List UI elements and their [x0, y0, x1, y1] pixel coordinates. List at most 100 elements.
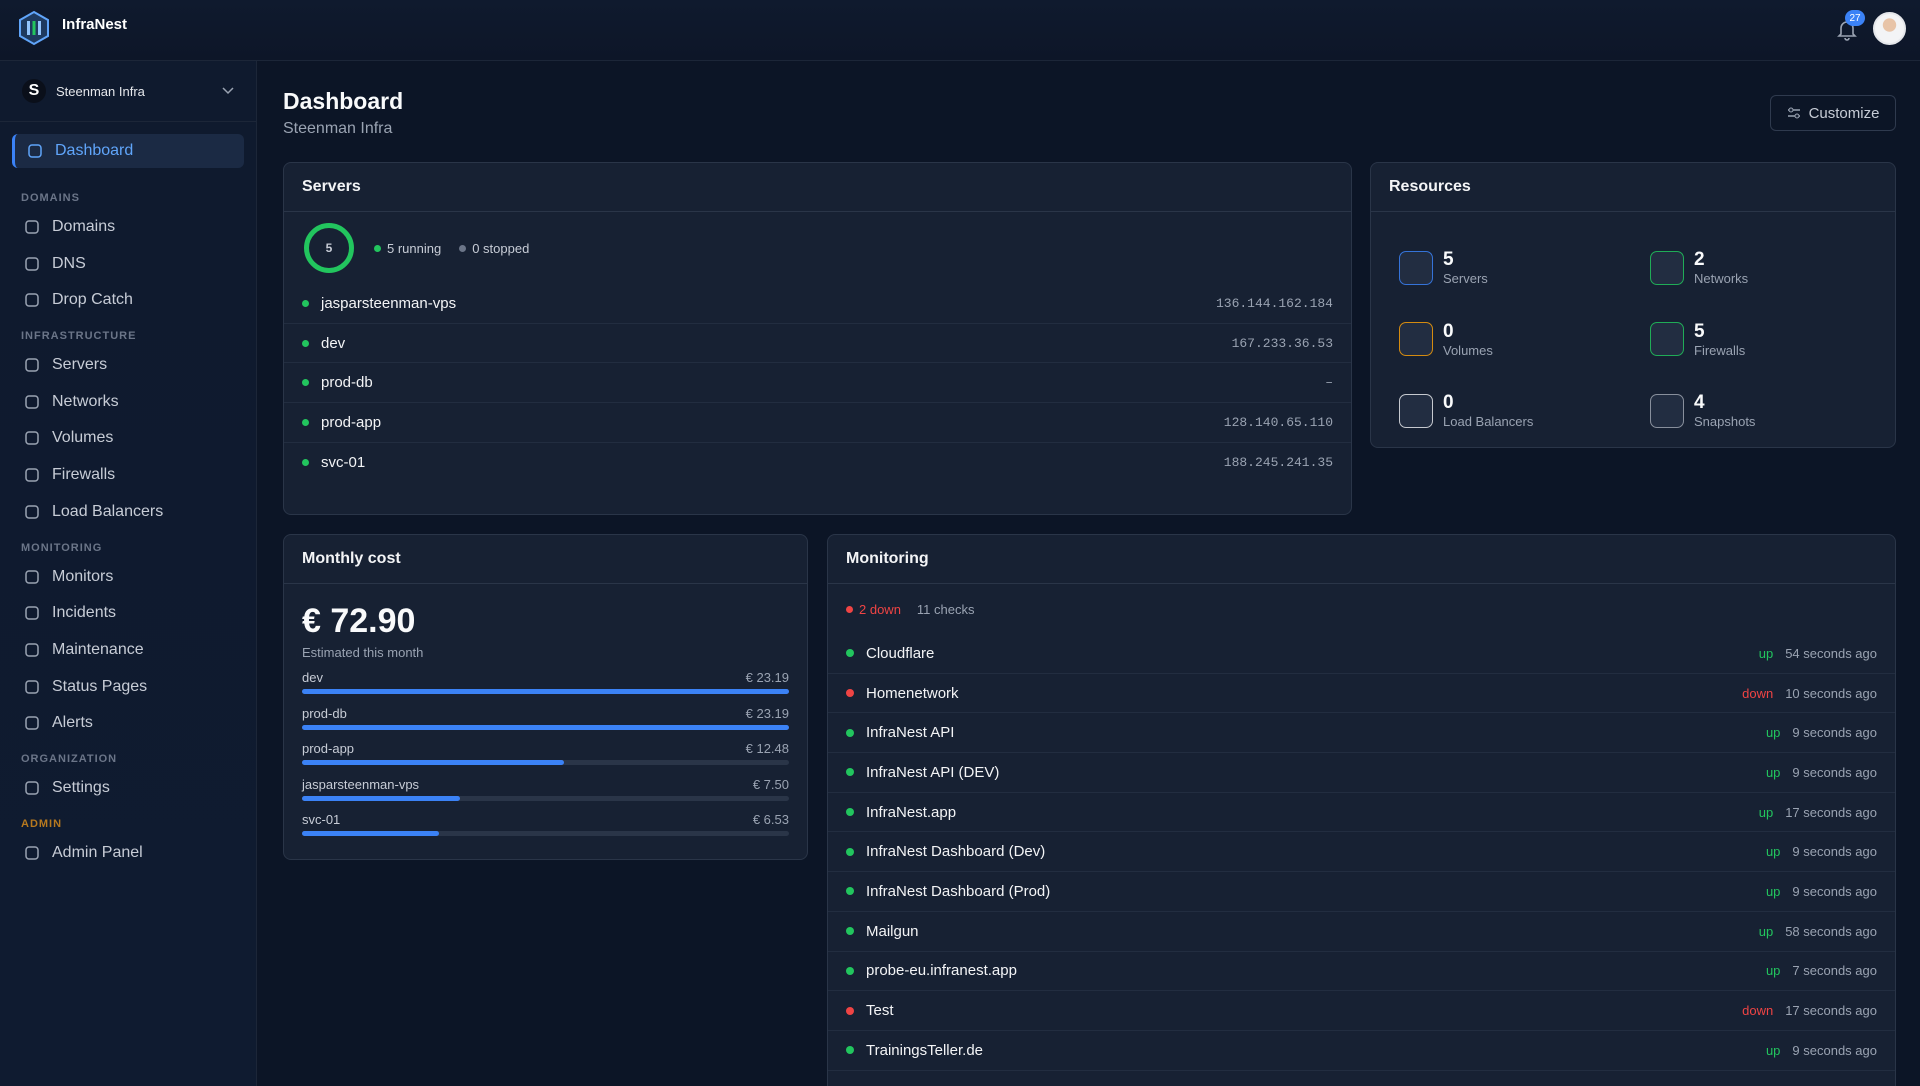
nav-item[interactable]: Monitors — [12, 560, 244, 594]
monitor-row[interactable]: InfraNest API up 9 seconds ago — [828, 713, 1895, 754]
icon-shape — [25, 293, 39, 308]
sliders-icon — [1787, 107, 1800, 119]
nav-section-title: MONITORING — [21, 541, 103, 554]
monitor-name: InfraNest API (DEV) — [866, 763, 1000, 781]
server-row[interactable]: dev 167.233.36.53 — [284, 324, 1351, 364]
cost-row: prod-db € 23.19 — [302, 706, 789, 742]
server-row[interactable]: svc-01 188.245.241.35 — [284, 443, 1351, 483]
monitor-row[interactable]: Homenetwork down 10 seconds ago — [828, 674, 1895, 714]
cost-bar — [302, 689, 789, 694]
status-dot — [302, 418, 309, 426]
status-dot — [846, 1046, 854, 1055]
nav-item[interactable]: Admin Panel — [12, 836, 244, 870]
monitor-row[interactable]: InfraNest.app up 17 seconds ago — [828, 793, 1895, 833]
icon-shape — [25, 845, 39, 860]
server-summary: 5 5 running 0 stopped — [284, 212, 1351, 284]
cost-row-head: svc-01 € 6.53 — [302, 812, 789, 827]
nav-item[interactable]: Domains — [12, 210, 244, 244]
stopped-dot — [459, 244, 467, 252]
monitor-row[interactable]: Cloudflare up 54 seconds ago — [828, 634, 1895, 674]
cost-track — [302, 795, 789, 801]
resource-item[interactable]: 4 Snapshots — [1650, 375, 1895, 447]
monitor-status: up — [1765, 963, 1781, 979]
monitor-row[interactable]: InfraNest Dashboard (Prod) up 9 seconds ag… — [828, 872, 1895, 912]
monitor-row[interactable]: TrainingsTeller.de up 9 seconds ago — [828, 1031, 1895, 1071]
card-title: Monthly cost — [284, 535, 807, 584]
customize-button[interactable]: Customize — [1770, 95, 1896, 131]
monitor-name: InfraNest Dashboard (Dev) — [866, 843, 1046, 861]
resource-icon — [1650, 250, 1684, 285]
card-title: Monitoring — [828, 535, 1895, 584]
monitor-row[interactable]: InfraNest Dashboard (Dev) up 9 seconds ago — [828, 832, 1895, 873]
cost-row-head: prod-db € 23.19 — [302, 706, 789, 721]
monitor-row[interactable]: probe-eu.infranest.app up 7 seconds ago — [828, 952, 1895, 992]
status-dot — [302, 379, 309, 387]
nav-icon — [25, 220, 39, 234]
down-dot — [846, 605, 853, 613]
cost-track — [302, 831, 789, 836]
nav-item[interactable]: Servers — [12, 348, 244, 382]
server-ring: 5 — [304, 223, 354, 273]
icon-shape — [25, 679, 39, 694]
nav-item[interactable]: Settings — [12, 771, 244, 805]
card-title: Resources — [1371, 163, 1895, 212]
cost-card: Monthly cost € 72.90 Estimated this mont… — [283, 534, 808, 860]
resource-text: 5 Firewalls — [1694, 321, 1745, 358]
server-row[interactable]: prod-db – — [284, 363, 1351, 404]
nav-icon — [25, 679, 39, 694]
resource-item[interactable]: 0 Load Balancers — [1399, 375, 1650, 447]
server-row[interactable]: prod-app 128.140.65.110 — [284, 403, 1351, 443]
stopped-count: 0 stopped — [472, 240, 530, 256]
server-name: prod-app — [321, 413, 382, 431]
resource-item[interactable]: 5 Servers — [1399, 232, 1650, 304]
monitor-row[interactable]: InfraNest API (DEV) up 9 seconds ago — [828, 753, 1895, 793]
icon-shape — [25, 569, 39, 584]
nav-section-title: ADMIN — [21, 817, 63, 830]
status-dot — [846, 966, 854, 975]
top-bar: InfraNest 27 — [0, 0, 1920, 61]
cost-note: Estimated this month — [302, 645, 424, 660]
customize-label: Customize — [1808, 104, 1880, 122]
nav-item[interactable]: Volumes — [12, 421, 244, 455]
monitor-status: up — [1758, 645, 1774, 661]
resource-item[interactable]: 0 Volumes — [1399, 304, 1650, 376]
monitor-time: 17 seconds ago — [1785, 1003, 1877, 1019]
monitor-row[interactable]: Test down 17 seconds ago — [828, 991, 1895, 1031]
resource-icon — [1650, 393, 1684, 428]
status-dot — [846, 649, 854, 658]
cost-row-head: dev € 23.19 — [302, 670, 789, 685]
server-name: dev — [321, 334, 346, 352]
resource-text: 2 Networks — [1694, 249, 1748, 286]
servers-card: Servers 5 5 running 0 stopped jasparstee… — [283, 162, 1352, 515]
cost-total: € 72.90 — [302, 602, 416, 640]
resource-item[interactable]: 5 Firewalls — [1650, 304, 1895, 376]
monitor-name: Test — [866, 1002, 894, 1020]
server-name: prod-db — [321, 374, 373, 392]
server-name: svc-01 — [321, 454, 366, 472]
org-selector[interactable]: S Steenman Infra — [0, 61, 256, 122]
nav-item[interactable]: Dashboard — [12, 134, 244, 168]
resource-label: Networks — [1694, 271, 1749, 287]
server-ip: 136.144.162.184 — [1215, 295, 1333, 311]
monitor-status: up — [1765, 725, 1781, 741]
nav-icon — [25, 431, 39, 446]
monitor-name: Cloudflare — [866, 644, 935, 662]
nav-item[interactable]: Status Pages — [12, 670, 244, 704]
nav-item[interactable]: Maintenance — [12, 633, 244, 667]
server-row[interactable]: jasparsteenman-vps 136.144.162.184 — [284, 284, 1351, 324]
resource-text: 4 Snapshots — [1694, 392, 1755, 429]
nav-item[interactable]: Firewalls — [12, 458, 244, 492]
resource-item[interactable]: 2 Networks — [1650, 232, 1895, 304]
monitor-row[interactable]: Mailgun up 58 seconds ago — [828, 912, 1895, 952]
nav-item[interactable]: Drop Catch — [12, 283, 244, 317]
avatar[interactable] — [1873, 12, 1906, 45]
page-subtitle: Steenman Infra — [283, 120, 393, 137]
cost-name: dev — [302, 670, 323, 685]
nav-item[interactable]: Load Balancers — [12, 495, 244, 529]
nav-item[interactable]: Incidents — [12, 596, 244, 630]
nav-label: Load Balancers — [52, 502, 164, 520]
nav-item[interactable]: Networks — [12, 385, 244, 419]
nav-item[interactable]: DNS — [12, 247, 244, 281]
monitor-time: 58 seconds ago — [1785, 923, 1877, 939]
nav-item[interactable]: Alerts — [12, 706, 244, 740]
